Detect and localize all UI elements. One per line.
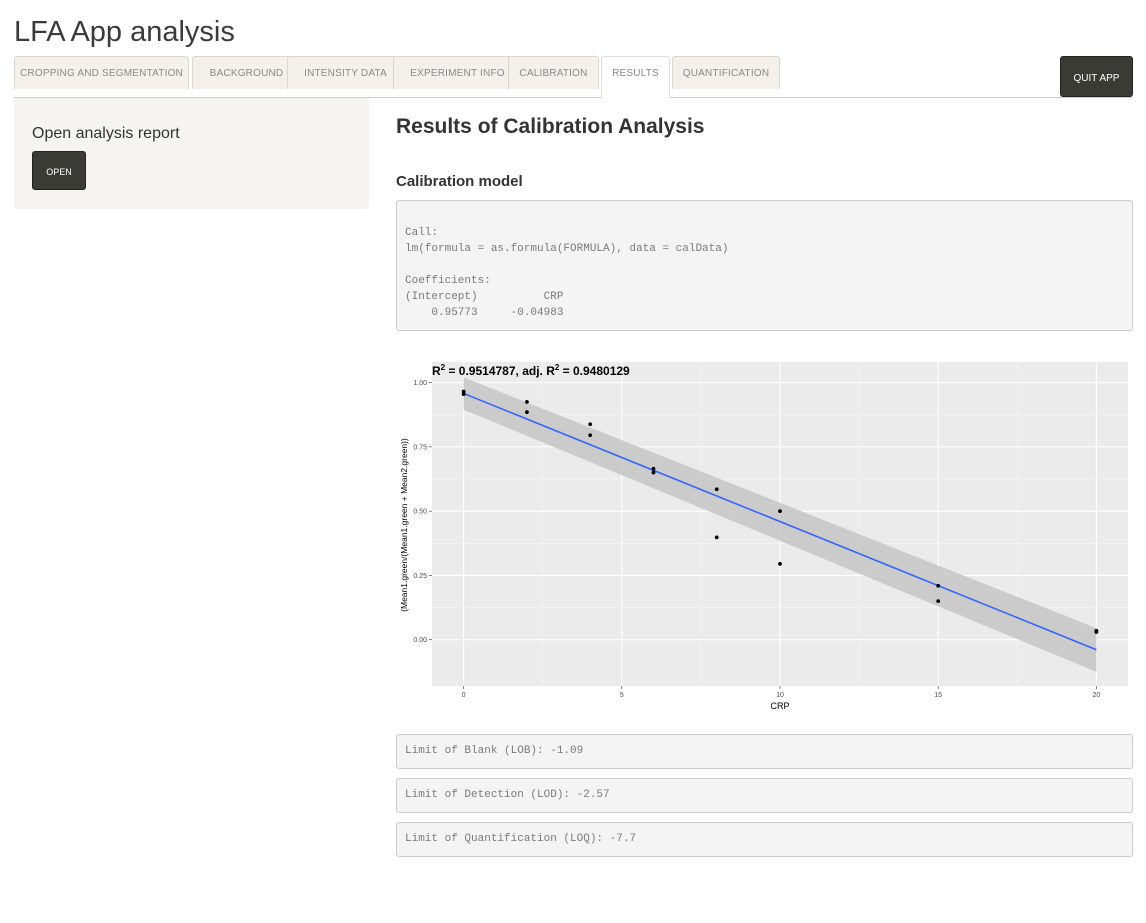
x-tick-label: 5 [620,692,624,699]
sidebar-heading: Open analysis report [32,125,180,142]
y-tick-label: 0.00 [413,637,427,644]
lod-output: Limit of Detection (LOD): -2.57 [396,778,1133,813]
y-tick-label: 0.75 [413,444,427,451]
tab-background[interactable]: BACKGROUND [192,56,301,89]
y-tick-label: 0.25 [413,573,427,580]
data-point [588,433,593,438]
data-point [588,422,593,427]
data-point [651,466,656,471]
plot-title-sup-1: 2 [441,363,446,372]
data-point [714,487,719,492]
tab-intensity-data[interactable]: INTENSITY DATA [287,56,404,89]
x-tick-label: 15 [934,692,942,699]
sidebar-panel: Open analysis report OPEN [14,98,369,209]
app-title: LFA App analysis [14,16,235,48]
plot-title-r2-value: = 0.9514787, adj. R [445,364,555,378]
tab-bar: CROPPING AND SEGMENTATION BACKGROUND INT… [14,56,1133,98]
page-title: Results of Calibration Analysis [396,115,705,138]
data-point [461,392,466,397]
x-tick-label: 10 [776,692,784,699]
data-point [778,509,782,514]
quit-app-button[interactable]: QUIT APP [1060,56,1133,97]
regression-line [463,392,1097,651]
y-tick-label: 0.50 [413,509,427,516]
tab-calibration[interactable]: CALIBRATION [508,56,599,89]
plot-title-r: R [432,364,441,378]
data-point [778,561,782,566]
data-point [1094,630,1099,634]
tab-cropping-and-segmentation[interactable]: CROPPING AND SEGMENTATION [14,56,189,89]
confidence-band [463,377,1097,672]
y-tick-label: 1.00 [413,380,427,387]
plot-title-adj-value: = 0.9480129 [559,364,630,378]
plot-title: R2 = 0.9514787, adj. R2 = 0.9480129 [432,363,630,378]
data-point [936,599,941,604]
tab-quantification[interactable]: QUANTIFICATION [672,56,780,89]
section-heading-calibration-model: Calibration model [396,173,523,190]
data-point [651,470,656,475]
lob-output: Limit of Blank (LOB): -1.09 [396,734,1133,769]
open-report-button[interactable]: OPEN [32,151,86,190]
x-tick-label: 0 [462,692,466,699]
tab-experiment-info[interactable]: EXPERIMENT INFO [393,56,522,89]
tab-results[interactable]: RESULTS [601,56,670,98]
x-axis-label: CRP [770,701,789,711]
x-tick-label: 20 [1092,692,1100,699]
plot-title-sup-2: 2 [555,363,560,372]
y-axis-label: (Mean1.green/(Mean1.green + Mean2.green)… [399,438,409,612]
data-point [714,535,719,540]
data-point [936,583,941,588]
calibration-plot: R2 = 0.9514787, adj. R2 = 0.9480129 CRP … [399,362,1128,711]
loq-output: Limit of Quantification (LOQ): -7.7 [396,822,1133,857]
model-output: Call: lm(formula = as.formula(FORMULA), … [396,200,1133,331]
data-point [525,410,529,415]
data-point [525,399,529,404]
